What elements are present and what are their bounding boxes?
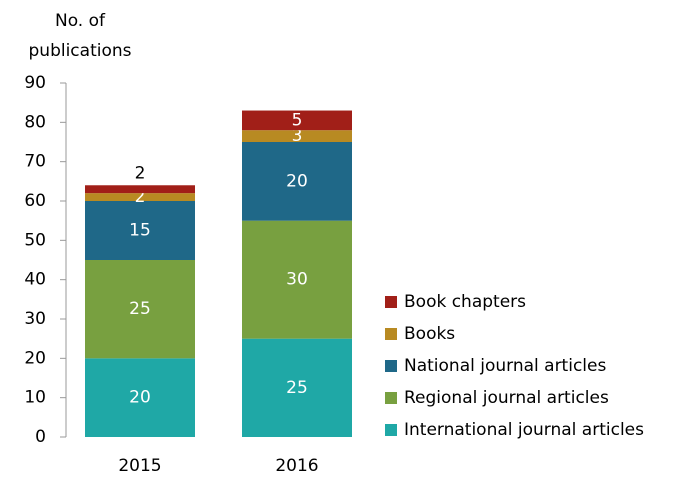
y-tick-label: 0 (35, 427, 46, 447)
legend-label: Books (404, 324, 455, 344)
data-label: 15 (129, 221, 151, 241)
legend-swatch (385, 392, 397, 404)
bar-segment (85, 185, 195, 194)
y-tick-label: 40 (24, 270, 46, 290)
bar-segment (85, 358, 195, 437)
data-label: 30 (286, 270, 308, 290)
legend-label: Regional journal articles (404, 388, 609, 408)
bar-segment (85, 193, 195, 201)
y-tick-label: 90 (24, 73, 46, 93)
legend-swatch (385, 296, 397, 308)
y-tick-label: 70 (24, 152, 46, 172)
legend-swatch (385, 424, 397, 436)
y-tick-label: 30 (24, 309, 46, 329)
y-tick-label: 20 (24, 348, 46, 368)
data-label: 20 (129, 388, 151, 408)
legend-label: International journal articles (404, 420, 644, 440)
data-label: 20 (286, 171, 308, 191)
legend-swatch (385, 360, 397, 372)
bar-segment (242, 142, 352, 221)
bar-segment (242, 338, 352, 437)
bar-segment (85, 260, 195, 359)
y-tick-label: 10 (24, 388, 46, 408)
bar-segment (242, 110, 352, 131)
data-label: 25 (286, 378, 308, 398)
data-label: 3 (292, 126, 303, 146)
data-label: 25 (129, 299, 151, 319)
y-tick-label: 60 (24, 191, 46, 211)
data-label: 2 (135, 163, 146, 183)
legend-swatch (385, 328, 397, 340)
x-tick-label: 2015 (118, 456, 161, 476)
bar-segment (242, 130, 352, 142)
legend-label: National journal articles (404, 356, 606, 376)
bar-segment (85, 201, 195, 260)
data-label: 5 (292, 110, 303, 130)
y-tick-label: 80 (24, 112, 46, 132)
x-tick-label: 2016 (275, 456, 318, 476)
legend-label: Book chapters (404, 292, 526, 312)
y-tick-label: 50 (24, 230, 46, 250)
data-label: 2 (135, 187, 146, 207)
bar-segment (242, 220, 352, 339)
y-axis-title: No. of publications (28, 11, 132, 61)
